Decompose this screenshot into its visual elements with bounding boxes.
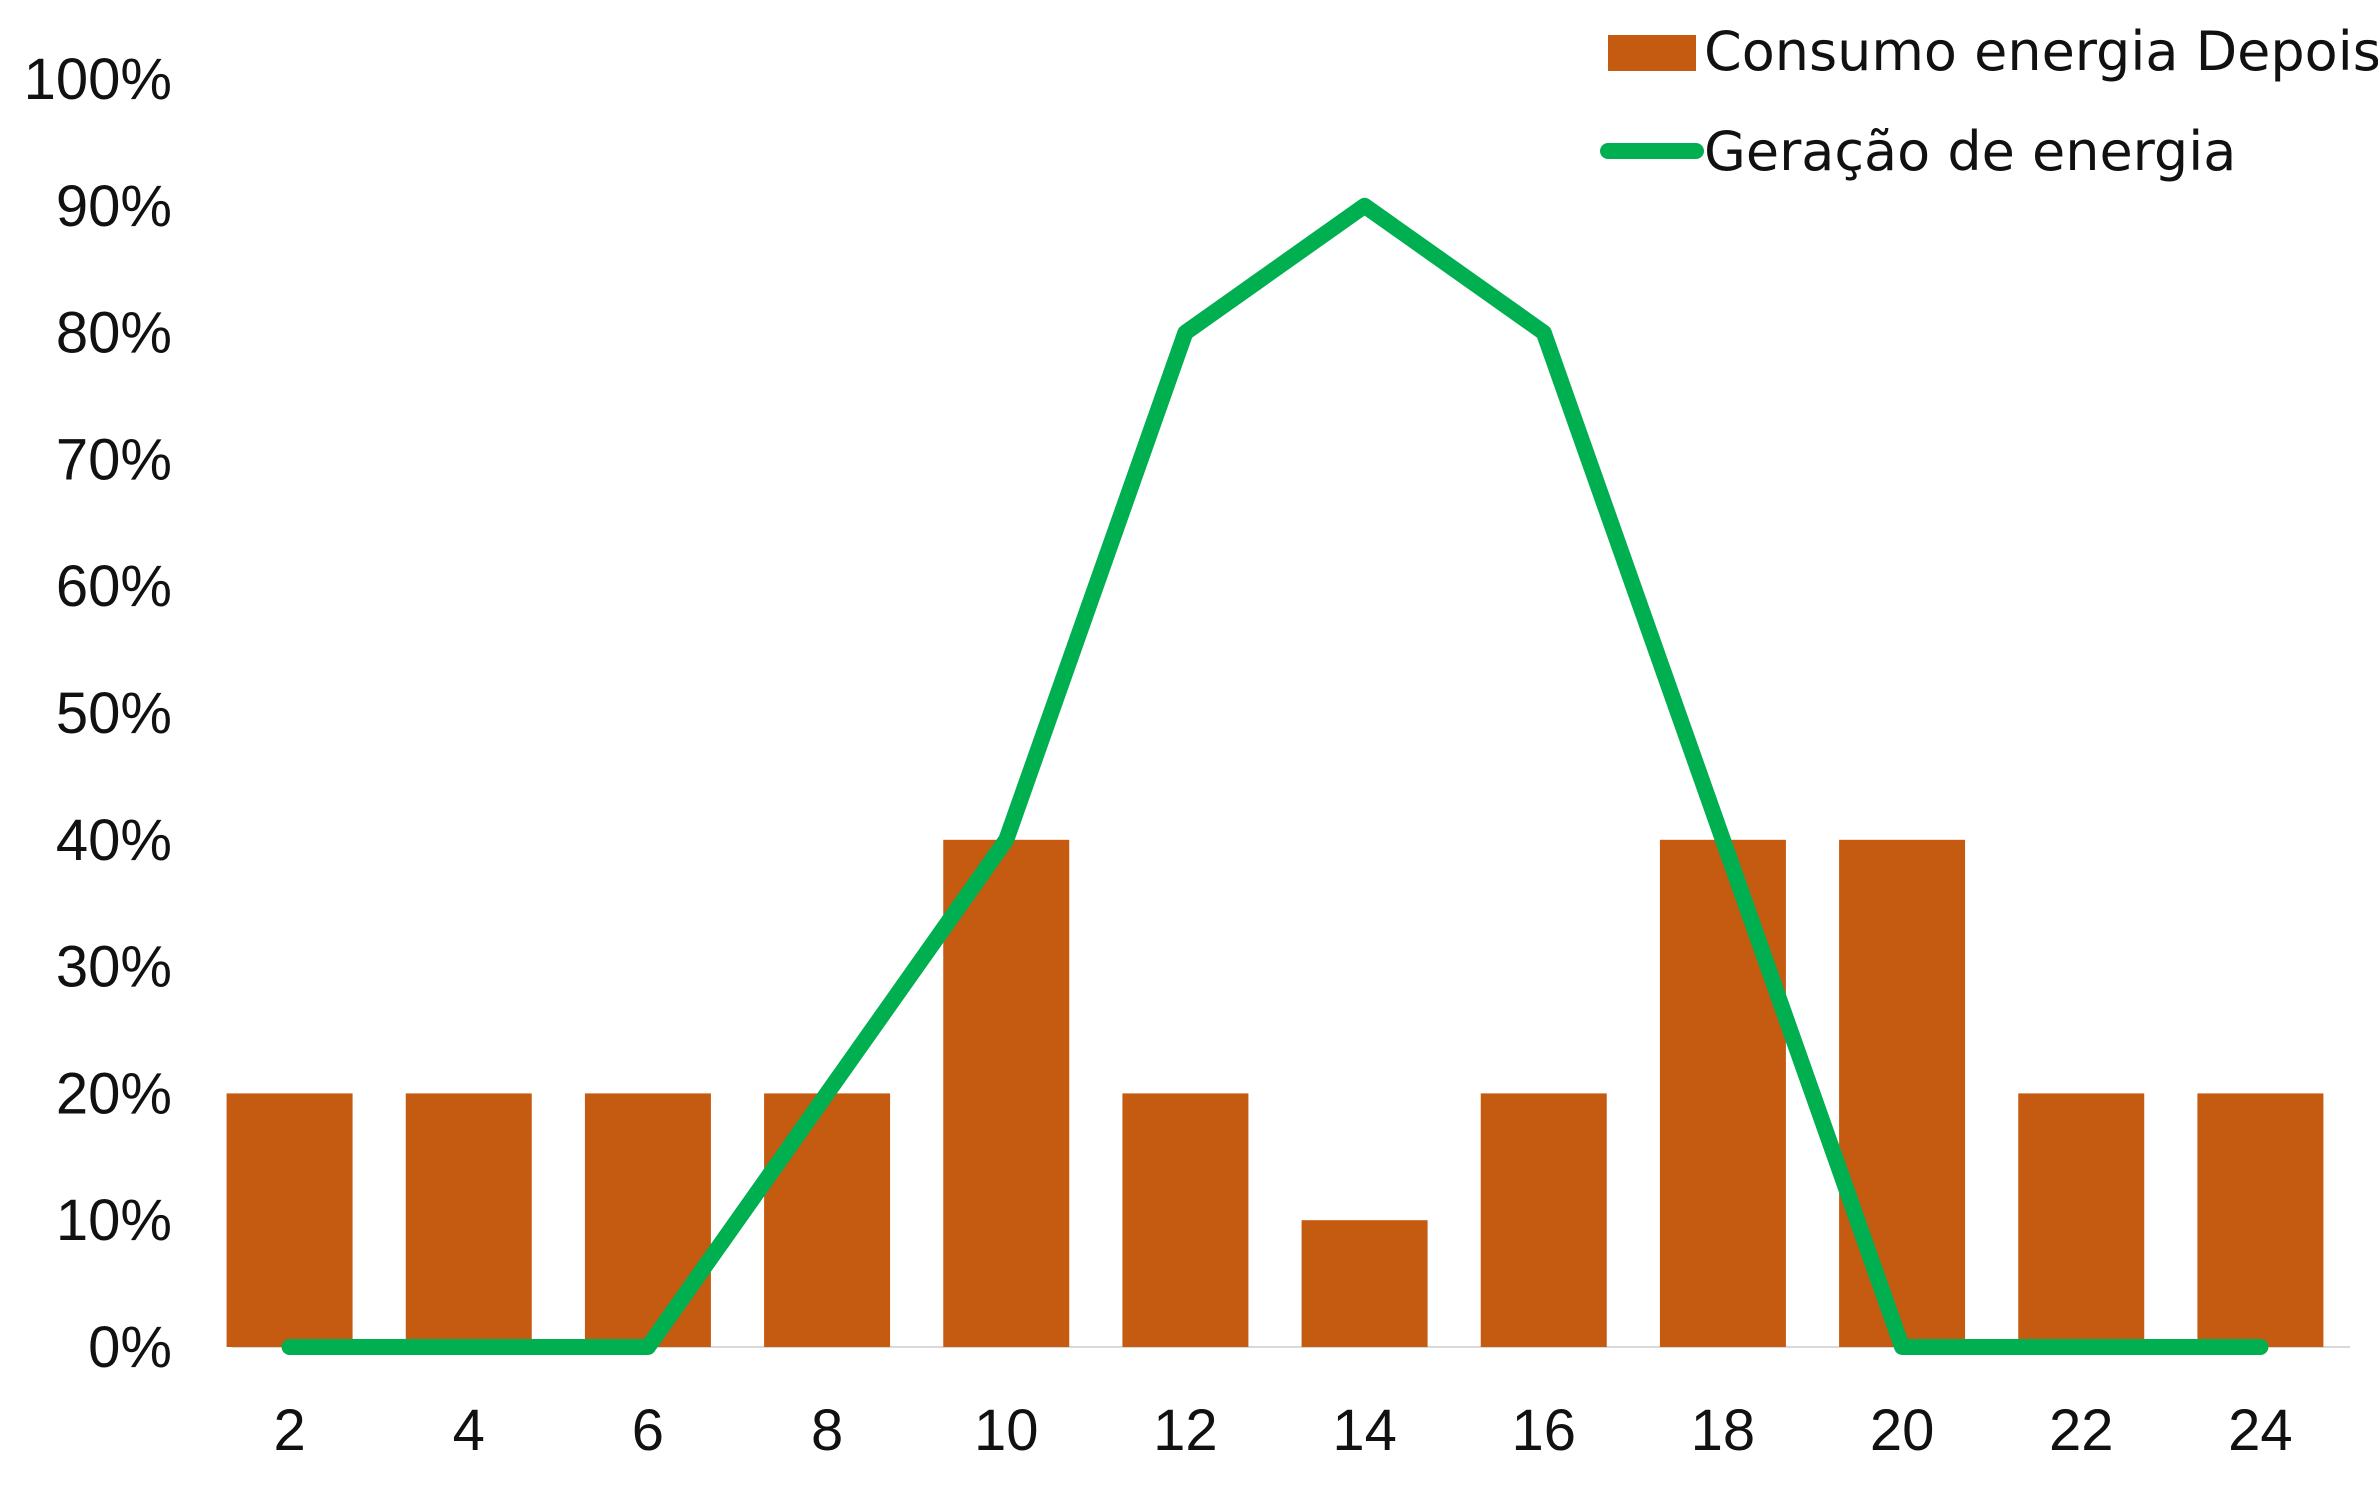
y-tick-label: 80% — [56, 301, 172, 366]
x-axis-ticks: 2 4 6 8 10 12 14 16 18 20 22 24 — [273, 1398, 2292, 1463]
y-tick-label: 10% — [56, 1188, 172, 1253]
line-geracao — [281, 197, 2269, 1355]
line-series — [281, 197, 2269, 1355]
legend-label-consumo: Consumo energia Depois — [1704, 20, 2378, 83]
line-point-14 — [1363, 204, 1366, 207]
line-point-12 — [1184, 331, 1187, 334]
y-tick-label: 60% — [56, 554, 172, 619]
y-tick-label: 100% — [24, 47, 172, 112]
x-tick-label: 2 — [273, 1398, 305, 1463]
line-point-20 — [1901, 1346, 1904, 1348]
y-axis-ticks: 0% 10% 20% 30% 40% 50% 60% 70% 80% 90% 100% — [24, 47, 172, 1380]
line-point-24 — [2259, 1346, 2262, 1348]
bar-14 — [1301, 1220, 1428, 1347]
bar-12 — [1122, 1093, 1249, 1347]
x-tick-label: 22 — [2049, 1398, 2114, 1463]
x-tick-label: 10 — [974, 1398, 1039, 1463]
line-point-22 — [2080, 1346, 2083, 1348]
x-tick-label: 14 — [1332, 1398, 1397, 1463]
x-tick-label: 4 — [453, 1398, 485, 1463]
y-tick-label: 40% — [56, 808, 172, 873]
x-tick-label: 20 — [1870, 1398, 1935, 1463]
bar-16 — [1480, 1093, 1607, 1347]
y-tick-label: 20% — [56, 1061, 172, 1126]
line-point-16 — [1542, 331, 1545, 334]
legend-bar-swatch — [1608, 35, 1696, 71]
x-tick-label: 24 — [2228, 1398, 2293, 1463]
bar-2 — [226, 1093, 353, 1347]
bar-series — [226, 839, 2324, 1347]
bar-4 — [405, 1093, 532, 1347]
bar-24 — [2197, 1093, 2324, 1347]
line-point-18 — [1721, 838, 1724, 841]
y-tick-label: 90% — [56, 174, 172, 239]
y-tick-label: 30% — [56, 935, 172, 1000]
bar-8 — [764, 1093, 891, 1347]
bar-18 — [1659, 839, 1786, 1347]
x-tick-label: 12 — [1153, 1398, 1218, 1463]
line-point-6 — [646, 1346, 649, 1348]
y-tick-label: 70% — [56, 427, 172, 492]
legend: Consumo energia Depois Geração de energia — [1600, 20, 2378, 183]
y-tick-label: 0% — [88, 1315, 172, 1380]
line-point-8 — [826, 1092, 829, 1095]
bar-22 — [2018, 1093, 2145, 1347]
bar-6 — [584, 1093, 711, 1347]
x-tick-label: 6 — [632, 1398, 664, 1463]
line-point-10 — [1005, 838, 1008, 841]
x-tick-label: 8 — [811, 1398, 843, 1463]
bar-20 — [1839, 839, 1966, 1347]
legend-label-geracao: Geração de energia — [1704, 120, 2236, 183]
line-point-4 — [467, 1346, 470, 1348]
x-tick-label: 16 — [1511, 1398, 1576, 1463]
x-tick-label: 18 — [1691, 1398, 1756, 1463]
line-point-2 — [288, 1346, 291, 1348]
y-tick-label: 50% — [56, 681, 172, 746]
bar-10 — [943, 839, 1070, 1347]
